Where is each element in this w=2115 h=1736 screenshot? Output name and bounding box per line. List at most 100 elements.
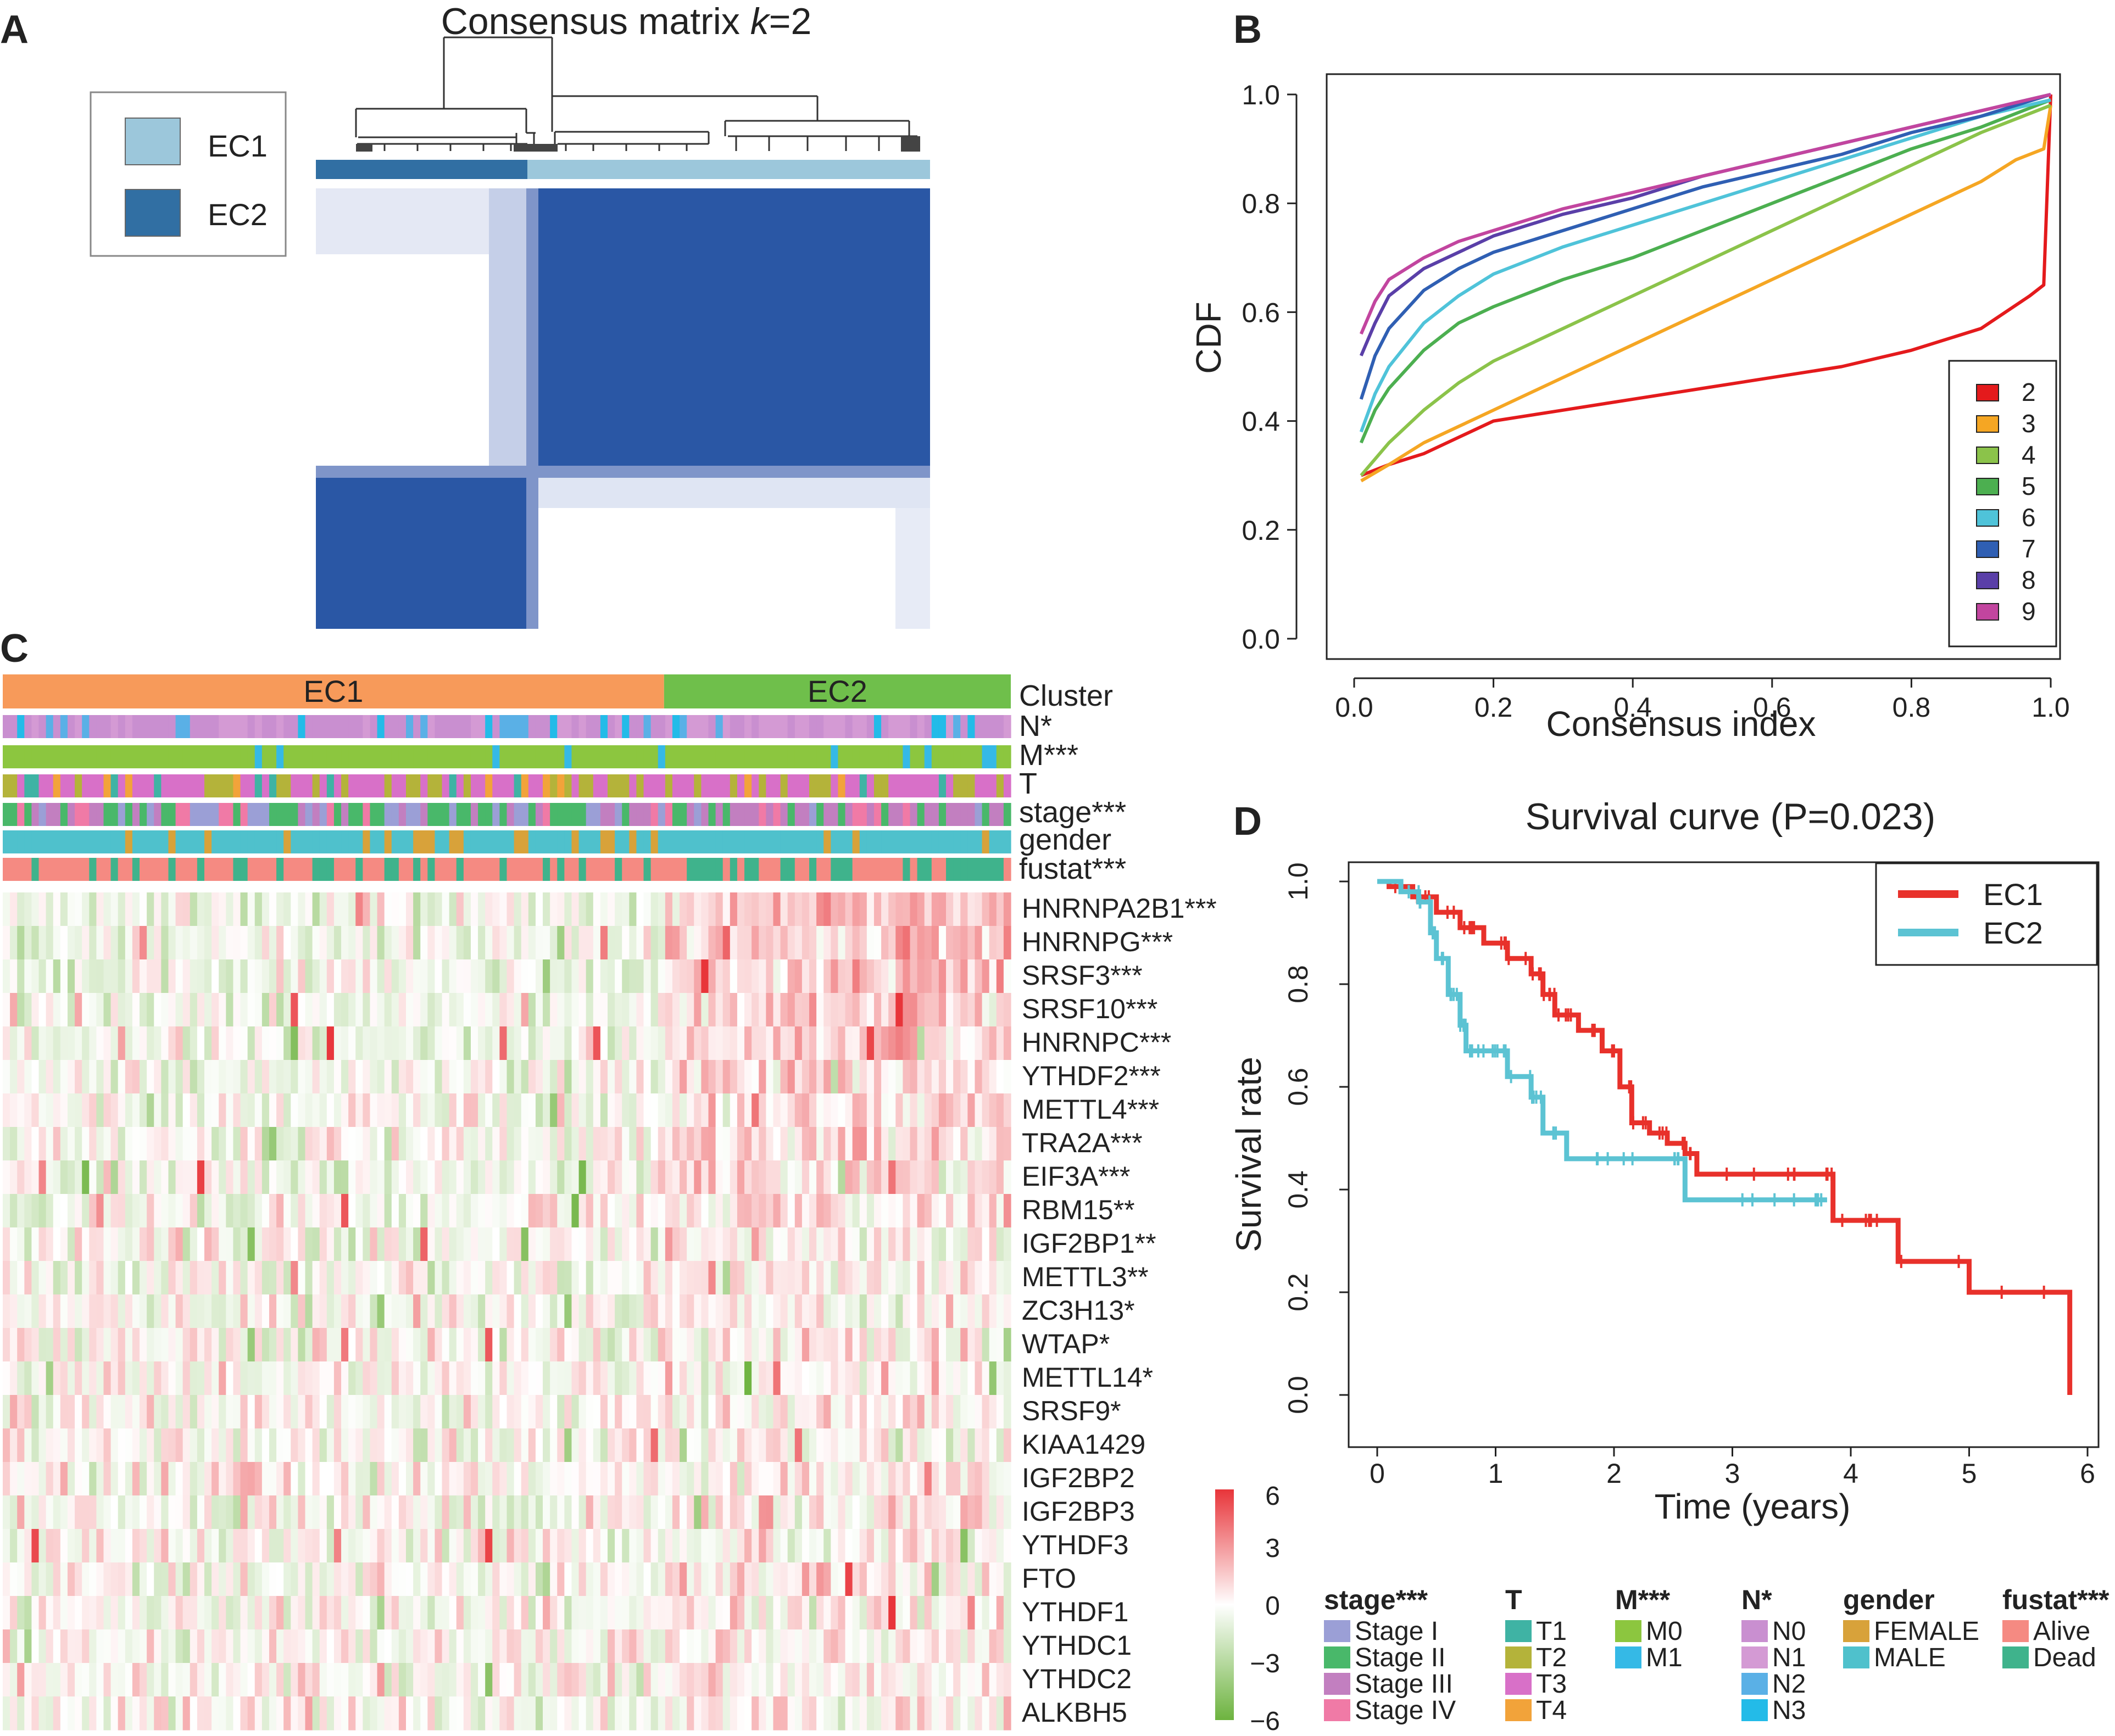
annotation-cell: [132, 774, 140, 797]
heatmap-cell: [989, 1294, 997, 1328]
annotation-cell: [989, 774, 997, 797]
heatmap-cell: [859, 1663, 867, 1697]
heatmap-cell: [845, 993, 853, 1027]
cdf-legend-label-6: 6: [2022, 503, 2036, 532]
annotation-cell: [917, 774, 925, 797]
heatmap-cell: [10, 1562, 18, 1597]
heatmap-cell: [197, 1562, 205, 1597]
heatmap-cell: [406, 1227, 414, 1261]
annotation-cell: [787, 803, 795, 826]
annotation-cell: [636, 830, 644, 853]
heatmap-cell: [125, 1495, 133, 1530]
heatmap-cell: [550, 1227, 558, 1261]
heatmap-cell: [283, 1060, 291, 1094]
heatmap-cell: [737, 1194, 745, 1228]
heatmap-cell: [586, 1328, 594, 1362]
heatmap-cell: [507, 1261, 515, 1295]
heatmap-cell: [744, 1395, 752, 1429]
heatmap-cell: [946, 1562, 954, 1597]
annotation-row-label: N*: [1019, 710, 1052, 743]
heatmap-cell: [291, 1160, 298, 1194]
matrix-block-ec2: [316, 478, 527, 629]
heatmap-cell: [283, 1294, 291, 1328]
annotation-cell: [470, 830, 478, 853]
annotation-cell: [204, 715, 212, 738]
heatmap-cell: [658, 1227, 666, 1261]
heatmap-cell: [787, 1026, 795, 1060]
annotation-cell: [341, 745, 349, 768]
annotation-cell: [132, 858, 140, 881]
annotation-cell: [557, 745, 565, 768]
heatmap-cell: [67, 1596, 75, 1630]
annotation-cell: [694, 803, 702, 826]
cdf-y-tick-label: 0.0: [1242, 624, 1280, 655]
heatmap-cell: [67, 1428, 75, 1463]
heatmap-cell: [75, 1160, 82, 1194]
heatmap-cell: [823, 1562, 831, 1597]
heatmap-cell: [578, 1328, 587, 1362]
heatmap-cell: [140, 1026, 147, 1060]
annotation-cell: [543, 830, 550, 853]
annotation-cell: [17, 715, 25, 738]
gene-row-label: YTHDF2***: [1022, 1060, 1161, 1091]
heatmap-cell: [895, 959, 903, 993]
heatmap-cell: [838, 1160, 846, 1194]
heatmap-cell: [398, 1261, 407, 1295]
heatmap-cell: [147, 1696, 154, 1731]
annotation-cell: [831, 830, 839, 853]
heatmap-cell: [773, 1428, 781, 1463]
annotation-cell: [946, 774, 954, 797]
heatmap-cell: [89, 1160, 97, 1194]
heatmap-cell: [470, 1395, 478, 1429]
heatmap-cell: [485, 1462, 493, 1496]
annotation-cell: [766, 774, 774, 797]
annotation-legend-label: Stage IV: [1355, 1696, 1456, 1725]
heatmap-cell: [233, 1227, 241, 1261]
heatmap-cell: [240, 1026, 248, 1060]
heatmap-cell: [485, 1194, 493, 1228]
heatmap-cell: [967, 993, 976, 1027]
heatmap-cell: [910, 1194, 918, 1228]
heatmap-cell: [226, 1261, 234, 1295]
heatmap-cell: [197, 1361, 205, 1396]
heatmap-cell: [571, 926, 580, 960]
heatmap-cell: [550, 1495, 558, 1530]
heatmap-cell: [996, 1093, 1004, 1127]
heatmap-cell: [110, 926, 119, 960]
heatmap-cell: [608, 1227, 615, 1261]
heatmap-cell: [802, 1093, 810, 1127]
heatmap-cell: [3, 1663, 10, 1697]
heatmap-cell: [650, 1529, 659, 1563]
heatmap-cell: [643, 1529, 652, 1563]
heatmap-cell: [312, 1194, 320, 1228]
heatmap-cell: [629, 1462, 637, 1496]
heatmap-cell: [571, 1026, 580, 1060]
heatmap-cell: [391, 1194, 399, 1228]
heatmap-cell: [427, 1562, 436, 1597]
annotation-cell: [384, 745, 392, 768]
heatmap-cell: [398, 1495, 407, 1530]
heatmap-cell: [838, 1663, 846, 1697]
panel-label-d: D: [1233, 800, 1262, 844]
annotation-cell: [276, 858, 284, 881]
heatmap-cell: [593, 1495, 601, 1530]
annotation-cell: [571, 715, 580, 738]
heatmap-cell: [967, 1328, 976, 1362]
annotation-cell: [773, 745, 781, 768]
heatmap-cell: [528, 1026, 536, 1060]
annotation-cell: [312, 830, 320, 853]
heatmap-cell: [622, 1194, 630, 1228]
heatmap-cell: [226, 1227, 234, 1261]
heatmap-cell: [254, 1328, 263, 1362]
heatmap-cell: [600, 1395, 608, 1429]
heatmap-cell: [333, 1026, 342, 1060]
annotation-cell: [82, 803, 90, 826]
annotation-cell: [859, 745, 867, 768]
heatmap-cell: [550, 1328, 558, 1362]
annotation-cell: [212, 715, 219, 738]
heatmap-cell: [75, 1395, 82, 1429]
annotation-cell: [175, 715, 183, 738]
annotation-cell: [672, 715, 680, 738]
heatmap-cell: [507, 1194, 515, 1228]
heatmap-cell: [528, 1294, 536, 1328]
